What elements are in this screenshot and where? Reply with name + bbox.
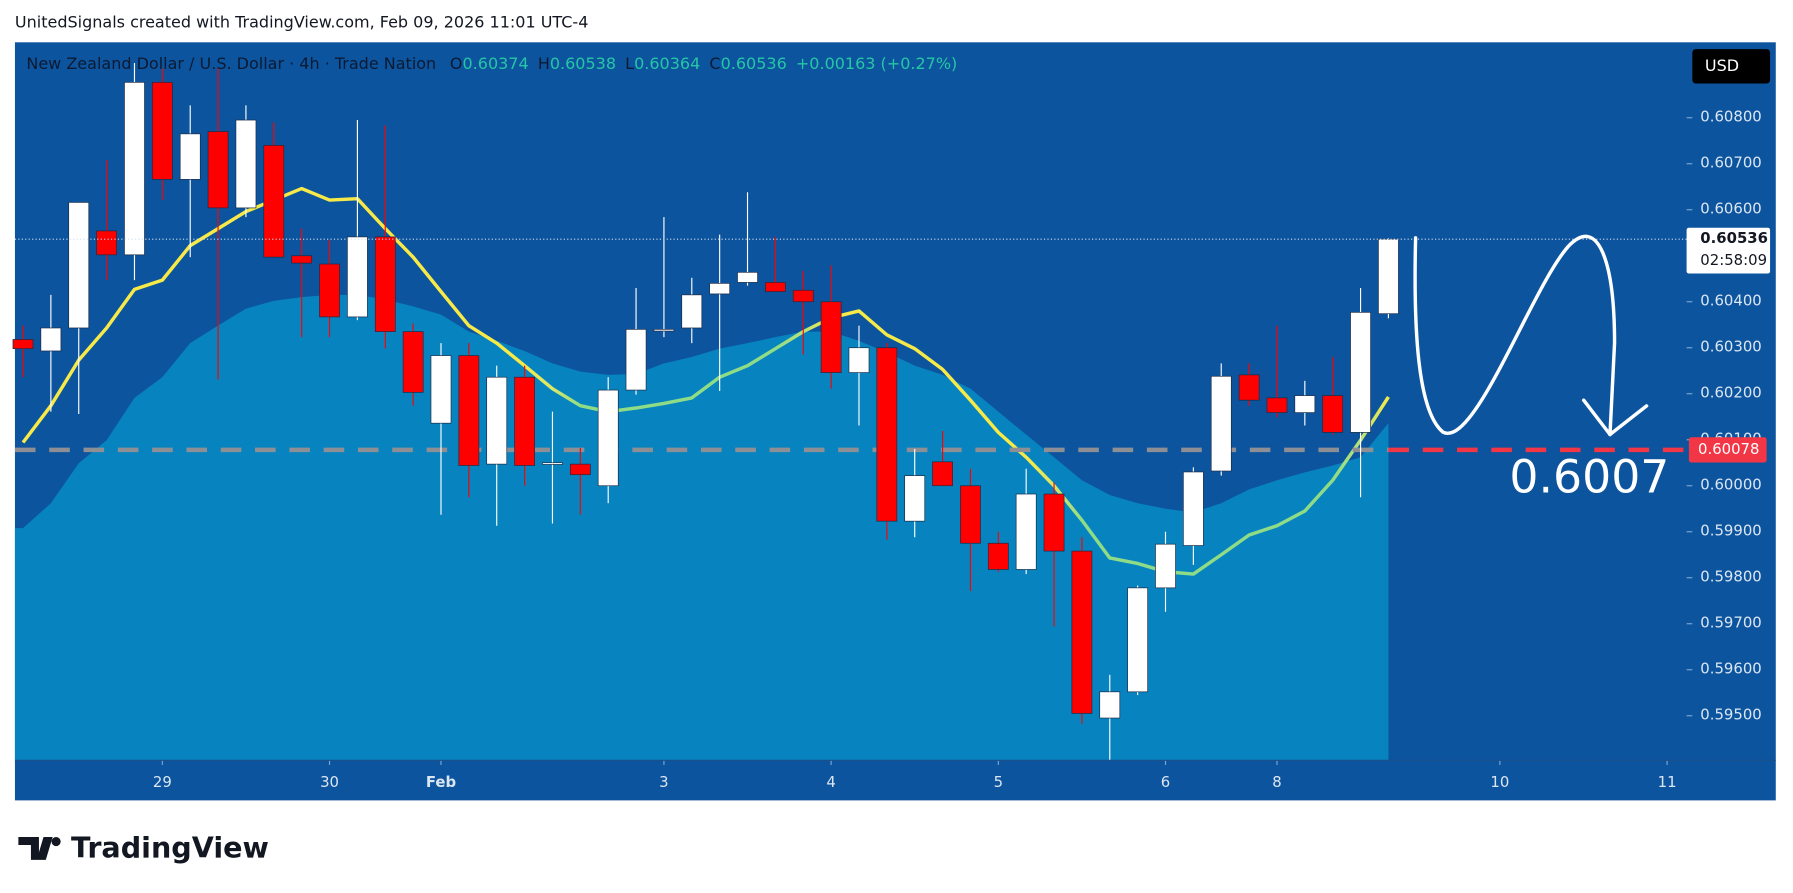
level-tag	[1688, 437, 1767, 463]
candle-body	[1266, 397, 1288, 413]
candle-body	[681, 294, 703, 329]
y-tick-label: 0.60200	[1700, 384, 1761, 402]
candle-body	[263, 145, 285, 258]
candle-body	[124, 81, 145, 256]
candle-body	[1350, 311, 1371, 433]
candle-body	[402, 331, 424, 393]
candle-body	[542, 462, 563, 465]
candle-body	[960, 485, 981, 544]
x-tick-label: 5	[994, 773, 1003, 791]
last-price: 0.60536	[1700, 229, 1768, 247]
candle-body	[40, 327, 62, 352]
candle-body	[1182, 471, 1204, 546]
y-tick-label: 0.59600	[1700, 660, 1761, 678]
x-tick-label: 3	[659, 773, 668, 791]
candle-body	[765, 282, 786, 292]
x-tick-label: 30	[320, 773, 339, 791]
legend-title: New Zealand Dollar / U.S. Dollar · 4h · …	[26, 54, 436, 73]
candle-body	[653, 329, 675, 332]
header: UnitedSignals created with TradingView.c…	[15, 12, 588, 31]
candle-body	[68, 202, 90, 329]
last-price-tag	[1686, 227, 1771, 274]
candle-body	[1322, 395, 1344, 433]
candle-body	[737, 271, 758, 283]
x-tick-label: 11	[1658, 773, 1677, 791]
candle-body	[876, 347, 898, 522]
candle-body	[792, 289, 814, 303]
legend-value: 0.60374	[463, 54, 529, 73]
legend-letter: O	[450, 54, 463, 73]
x-tick-label: 6	[1161, 773, 1170, 791]
candle-body	[347, 236, 368, 318]
arrow-head	[1581, 398, 1649, 437]
y-tick-label: 0.60300	[1700, 338, 1761, 356]
legend-letter: C	[709, 54, 720, 73]
candle-body	[820, 301, 842, 373]
candle-body	[1015, 493, 1037, 570]
candle-body	[235, 119, 257, 209]
logo	[18, 836, 61, 860]
ma-area	[14, 294, 1389, 761]
candle-body	[1378, 238, 1399, 315]
candle-body	[625, 329, 647, 391]
level-label: 0.60078	[1698, 440, 1759, 458]
legend-letter: L	[625, 54, 634, 73]
candle-body	[1210, 375, 1232, 472]
candle-body	[932, 461, 953, 487]
y-tick-label: 0.59800	[1700, 568, 1761, 586]
candle-body	[1155, 543, 1176, 589]
candle-body	[709, 283, 731, 295]
legend-value: 0.60538	[550, 54, 616, 73]
y-tick-label: 0.60600	[1700, 200, 1761, 218]
drawn-arrow	[1413, 234, 1617, 437]
currency-button[interactable]	[1692, 49, 1771, 84]
candle-body	[1238, 374, 1260, 401]
candle-body	[1127, 587, 1149, 693]
legend-value: 0.60536	[721, 54, 787, 73]
y-tick-label: 0.60000	[1700, 476, 1761, 494]
currency[interactable]: USD	[1705, 56, 1739, 75]
candle-body	[848, 347, 870, 373]
candle-body	[430, 355, 452, 424]
candle-body	[1099, 691, 1121, 719]
brand: TradingView	[71, 831, 269, 865]
legend-value: 0.60364	[634, 54, 700, 73]
candle-body	[12, 339, 34, 350]
candle-body	[486, 376, 508, 465]
candle-body	[904, 475, 926, 522]
candle-body	[514, 376, 535, 466]
candle-body	[597, 389, 619, 487]
legend-letter: H	[538, 54, 550, 73]
y-tick-label: 0.60400	[1700, 292, 1761, 310]
candle-body	[569, 463, 591, 476]
annotation: 0.6007	[1509, 451, 1669, 504]
x-tick-label: 8	[1272, 773, 1281, 791]
candle-body	[1294, 395, 1316, 413]
y-tick-label: 0.60700	[1700, 154, 1761, 172]
x-tick-label: Feb	[426, 773, 456, 791]
x-tick-label: 4	[826, 773, 835, 791]
candle-body	[987, 542, 1009, 570]
y-tick-label: 0.59700	[1700, 614, 1761, 632]
candle-body	[96, 230, 117, 256]
candle-body	[374, 236, 396, 332]
legend: New Zealand Dollar / U.S. Dollar · 4h · …	[26, 54, 957, 73]
candle-body	[151, 81, 173, 180]
x-tick-label: 10	[1490, 773, 1509, 791]
candle-body	[1071, 550, 1093, 714]
legend-change: +0.00163 (+0.27%)	[796, 54, 957, 73]
candle-body	[179, 133, 201, 180]
candle-body	[1043, 493, 1065, 552]
x-tick-label: 29	[153, 773, 172, 791]
y-tick-label: 0.60800	[1700, 108, 1761, 126]
candle-body	[319, 263, 340, 318]
candle-body	[291, 255, 313, 264]
y-tick-label: 0.59500	[1700, 706, 1761, 724]
candle-body	[207, 131, 229, 209]
countdown: 02:58:09	[1700, 251, 1767, 269]
y-tick-label: 0.59900	[1700, 522, 1761, 540]
candle-body	[458, 355, 480, 466]
